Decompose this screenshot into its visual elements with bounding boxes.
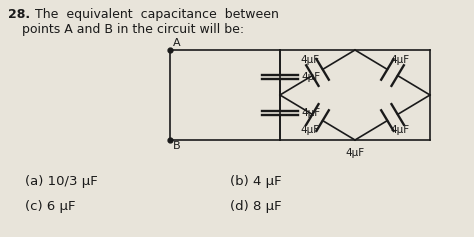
Text: 4μF: 4μF [301,108,320,118]
Text: The  equivalent  capacitance  between: The equivalent capacitance between [35,8,279,21]
Text: (d) 8 μF: (d) 8 μF [230,200,282,213]
Text: 4μF: 4μF [346,148,365,158]
Text: B: B [173,141,181,151]
Text: (b) 4 μF: (b) 4 μF [230,175,282,188]
Text: A: A [173,38,181,48]
Text: (a) 10/3 μF: (a) 10/3 μF [25,175,98,188]
Text: 4μF: 4μF [390,55,409,65]
Text: 4μF: 4μF [301,55,320,65]
Text: points A and B in the circuit will be:: points A and B in the circuit will be: [22,23,244,36]
Text: 4μF: 4μF [301,72,320,82]
Text: 4μF: 4μF [390,124,409,135]
Text: (c) 6 μF: (c) 6 μF [25,200,75,213]
Text: 4μF: 4μF [301,124,320,135]
Text: 28.: 28. [8,8,30,21]
